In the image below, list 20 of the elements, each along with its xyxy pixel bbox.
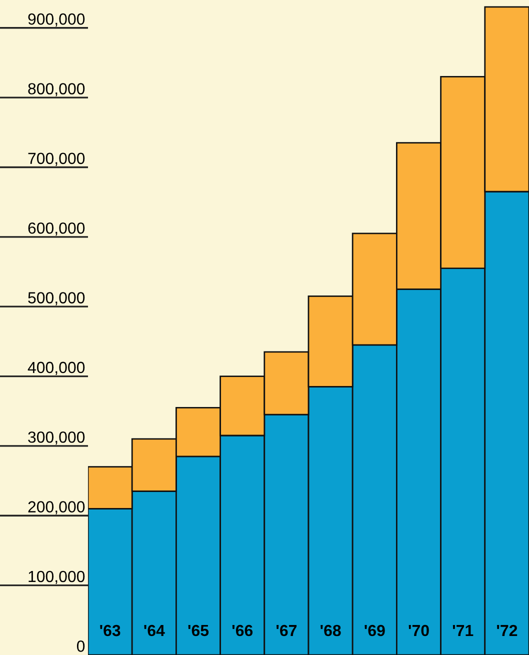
- x-tick-label: '70: [408, 624, 429, 636]
- x-tick-label: '64: [144, 624, 165, 636]
- x-tick-label: '66: [232, 624, 253, 636]
- y-tick-label: 100,000: [28, 570, 85, 584]
- x-tick-label: '65: [188, 624, 209, 636]
- y-tick-label: 800,000: [28, 83, 85, 96]
- x-tick-label: '63: [100, 624, 120, 636]
- x-tick-label: '69: [364, 624, 385, 636]
- x-tick-label: '72: [497, 624, 518, 636]
- y-tick-label: 400,000: [28, 362, 85, 376]
- y-tick-label: 200,000: [28, 501, 85, 514]
- y-tick-label: 0: [76, 640, 85, 652]
- x-tick-label: '71: [452, 625, 474, 636]
- x-tick-label: '68: [320, 624, 341, 636]
- y-tick-label: 300,000: [28, 431, 85, 445]
- y-tick-label: 500,000: [28, 292, 85, 306]
- x-tick-label: '67: [276, 624, 297, 636]
- y-tick-label: 600,000: [28, 222, 85, 236]
- y-tick-label: 900,000: [28, 13, 85, 27]
- y-tick-label: 700,000: [28, 152, 85, 166]
